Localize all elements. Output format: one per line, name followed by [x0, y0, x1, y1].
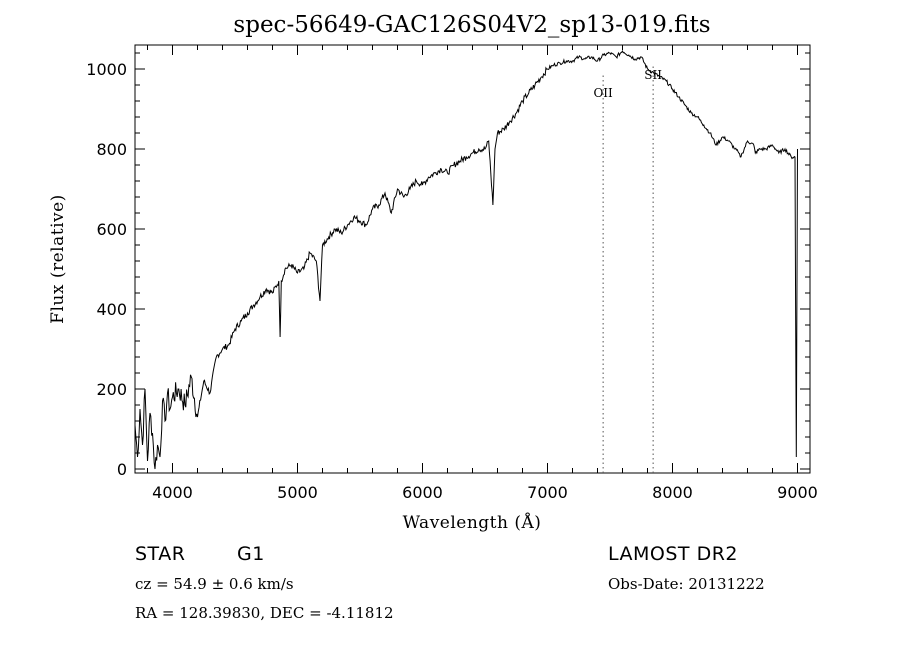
spectrum-series-line — [134, 49, 798, 470]
y-tick-label: 800 — [96, 140, 127, 159]
plot-frame — [134, 44, 811, 474]
y-tick-label: 0 — [117, 460, 127, 479]
coordinates: RA = 128.39830, DEC = -4.11812 — [135, 604, 394, 622]
object-type: STAR — [135, 543, 186, 565]
x-axis-label: Wavelength (Å) — [403, 512, 542, 533]
x-tick-label: 6000 — [402, 483, 443, 502]
observation-date: Obs-Date: 20131222 — [608, 575, 765, 593]
y-tick-label: 200 — [96, 380, 127, 399]
x-tick-label: 4000 — [152, 483, 193, 502]
emission-line-label: SII — [644, 68, 662, 82]
survey-name: LAMOST DR2 — [608, 543, 738, 565]
y-tick-label: 600 — [96, 220, 127, 239]
emission-line-markers: OII SII — [593, 65, 662, 473]
y-axis-label: Flux (relative) — [48, 194, 68, 324]
chart-title: spec-56649-GAC126S04V2_sp13-019.fits — [233, 12, 710, 38]
axis-ticks — [135, 45, 810, 473]
object-subclass: G1 — [237, 543, 265, 565]
plot-border — [134, 44, 811, 474]
x-tick-label: 8000 — [652, 483, 693, 502]
x-tick-label: 7000 — [527, 483, 568, 502]
x-tick-label: 5000 — [277, 483, 318, 502]
redshift-velocity: cz = 54.9 ± 0.6 km/s — [135, 575, 294, 593]
axis-tick-labels: 4000 5000 6000 7000 8000 9000 0 200 400 600 800 100… — [86, 60, 818, 502]
x-tick-label: 9000 — [777, 483, 818, 502]
emission-line-label: OII — [593, 86, 613, 100]
y-tick-label: 400 — [96, 300, 127, 319]
y-tick-label: 1000 — [86, 60, 127, 79]
